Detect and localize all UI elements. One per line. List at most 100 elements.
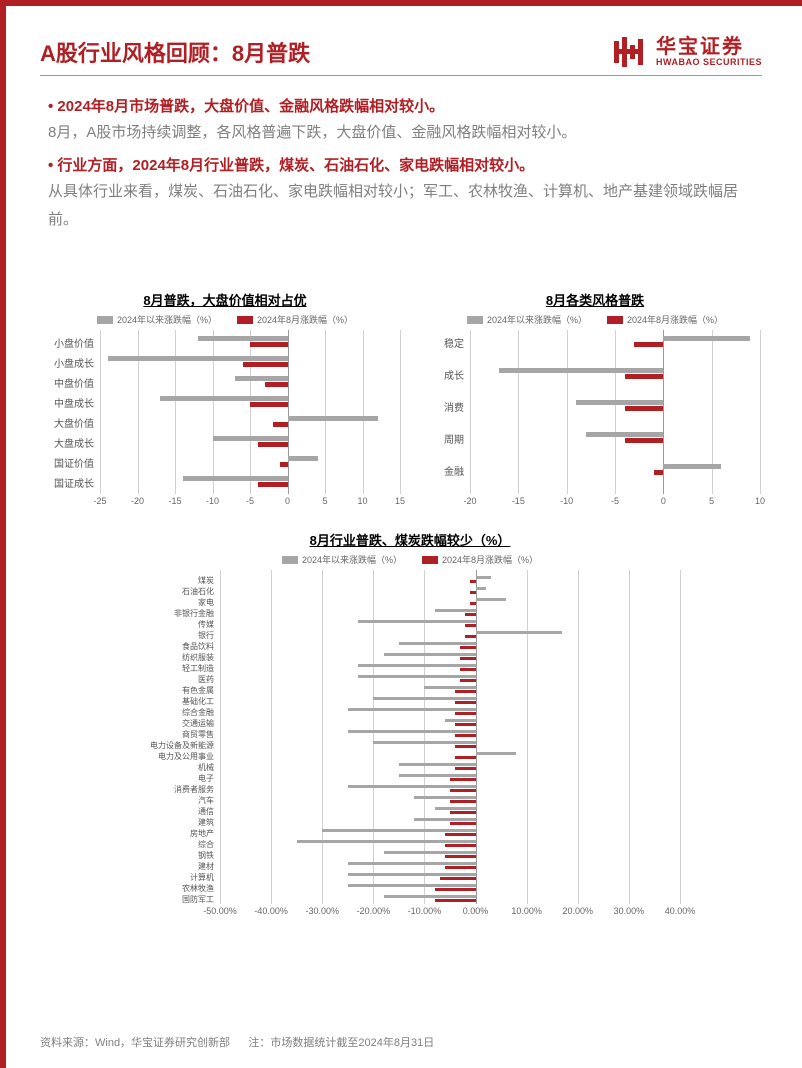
chart-style-value: 8月普跌，大盘价值相对占优 2024年以来涨跌幅（%） 2024年8月涨跌幅（%…: [40, 290, 410, 504]
legend-item-ytd-2: 2024年以来涨跌幅（%）: [467, 313, 587, 326]
bar-month: [445, 844, 476, 847]
grid-line: [322, 570, 323, 904]
bar-ytd: [358, 675, 476, 678]
category-label: 金融: [420, 463, 464, 478]
bar-ytd: [576, 400, 663, 405]
bar-month: [258, 442, 288, 447]
swatch-grey-2: [467, 316, 483, 324]
header: A股行业风格回顾：8月普跌 华宝证券 HWABAO SECURITIES: [40, 35, 762, 69]
x-tick-label: -50.00%: [195, 906, 245, 916]
bar-ytd: [435, 609, 476, 612]
x-tick-label: -10.00%: [399, 906, 449, 916]
bar-month: [455, 767, 475, 770]
bar-month: [450, 811, 476, 814]
category-label: 消费: [420, 399, 464, 414]
bullet-1-title: 2024年8月市场普跌，大盘价值、金融风格跌幅相对较小。: [48, 95, 754, 119]
bar-ytd: [399, 774, 476, 777]
chart2-title: 8月各类风格普跌: [420, 290, 770, 309]
bar-month: [465, 624, 475, 627]
zero-axis: [476, 570, 477, 904]
bar-month: [435, 888, 476, 891]
bar-month: [273, 422, 288, 427]
accent-border-top: [0, 0, 802, 6]
bar-month: [455, 712, 475, 715]
legend-item-ytd-3: 2024年以来涨跌幅（%）: [282, 553, 402, 566]
grid-line: [271, 570, 272, 904]
bar-ytd: [358, 620, 476, 623]
bar-month: [465, 635, 475, 638]
category-label: 基础化工: [120, 696, 214, 707]
category-label: 房地产: [120, 828, 214, 839]
bar-month: [460, 679, 475, 682]
bar-ytd: [358, 664, 476, 667]
bar-month: [440, 877, 476, 880]
bar-month: [450, 800, 476, 803]
bullet-1-desc: 8月，A股市场持续调整，各风格普遍下跌，大盘价值、金融风格跌幅相对较小。: [48, 119, 754, 148]
legend-label-month-2: 2024年8月涨跌幅（%）: [627, 313, 723, 326]
page-title: A股行业风格回顾：8月普跌: [40, 36, 310, 68]
category-label: 综合金融: [120, 707, 214, 718]
x-tick-label: 0: [638, 496, 688, 506]
chart-style-type: 8月各类风格普跌 2024年以来涨跌幅（%） 2024年8月涨跌幅（%） -20…: [420, 290, 770, 504]
footer-note: 注：市场数据统计截至2024年8月31日: [248, 1037, 434, 1049]
legend-label-month-3: 2024年8月涨跌幅（%）: [442, 553, 538, 566]
zero-axis: [663, 330, 664, 494]
category-label: 建筑: [120, 817, 214, 828]
bar-ytd: [235, 376, 288, 381]
category-label: 小盘价值: [40, 335, 94, 350]
category-label: 成长: [420, 367, 464, 382]
bar-ytd: [288, 456, 318, 461]
bullet-2-title: 行业方面，2024年8月行业普跌，煤炭、石油石化、家电跌幅相对较小。: [48, 154, 754, 178]
x-tick-label: 10.00%: [502, 906, 552, 916]
x-tick-label: -40.00%: [246, 906, 296, 916]
category-label: 有色金属: [120, 685, 214, 696]
bar-month: [445, 855, 476, 858]
x-tick-label: -20: [445, 496, 495, 506]
bar-month: [435, 899, 476, 902]
category-label: 综合: [120, 839, 214, 850]
body-copy: 2024年8月市场普跌，大盘价值、金融风格跌幅相对较小。 8月，A股市场持续调整…: [48, 95, 754, 241]
bar-ytd: [476, 631, 563, 634]
grid-line: [363, 330, 364, 494]
bar-month: [625, 438, 664, 443]
category-label: 钢铁: [120, 850, 214, 861]
bar-ytd: [445, 719, 476, 722]
bar-month: [455, 745, 475, 748]
bar-month: [654, 470, 664, 475]
legend-label-ytd-2: 2024年以来涨跌幅（%）: [487, 313, 587, 326]
grid-line: [470, 330, 471, 494]
category-label: 非银行金融: [120, 608, 214, 619]
x-tick-label: -15: [493, 496, 543, 506]
company-logo: 华宝证券 HWABAO SECURITIES: [612, 35, 762, 69]
bar-ytd: [183, 476, 288, 481]
chart2-plot: -20-15-10-50510稳定成长消费周期金融: [420, 330, 770, 504]
bar-month: [455, 756, 475, 759]
bar-month: [450, 778, 476, 781]
category-label: 传媒: [120, 619, 214, 630]
category-label: 小盘成长: [40, 355, 94, 370]
category-label: 通信: [120, 806, 214, 817]
bar-ytd: [476, 576, 491, 579]
category-label: 中盘成长: [40, 395, 94, 410]
x-tick-label: -10: [542, 496, 592, 506]
bar-ytd: [373, 741, 475, 744]
x-tick-label: -20.00%: [348, 906, 398, 916]
category-label: 煤炭: [120, 575, 214, 586]
category-label: 消费者服务: [120, 784, 214, 795]
chart3-title: 8月行业普跌、煤炭跌幅较少（%）: [120, 530, 700, 549]
legend-item-month-3: 2024年8月涨跌幅（%）: [422, 553, 538, 566]
bar-month: [460, 668, 475, 671]
legend-item-ytd: 2024年以来涨跌幅（%）: [97, 313, 217, 326]
category-label: 汽车: [120, 795, 214, 806]
category-label: 建材: [120, 861, 214, 872]
x-tick-label: 5: [687, 496, 737, 506]
logo-text-cn: 华宝证券: [656, 36, 762, 58]
chart2-legend: 2024年以来涨跌幅（%） 2024年8月涨跌幅（%）: [420, 313, 770, 326]
bar-ytd: [476, 587, 486, 590]
bar-month: [470, 591, 475, 594]
legend-label-ytd: 2024年以来涨跌幅（%）: [117, 313, 217, 326]
category-label: 电子: [120, 773, 214, 784]
bar-ytd: [198, 336, 288, 341]
x-tick-label: -30.00%: [297, 906, 347, 916]
category-label: 纺织服装: [120, 652, 214, 663]
